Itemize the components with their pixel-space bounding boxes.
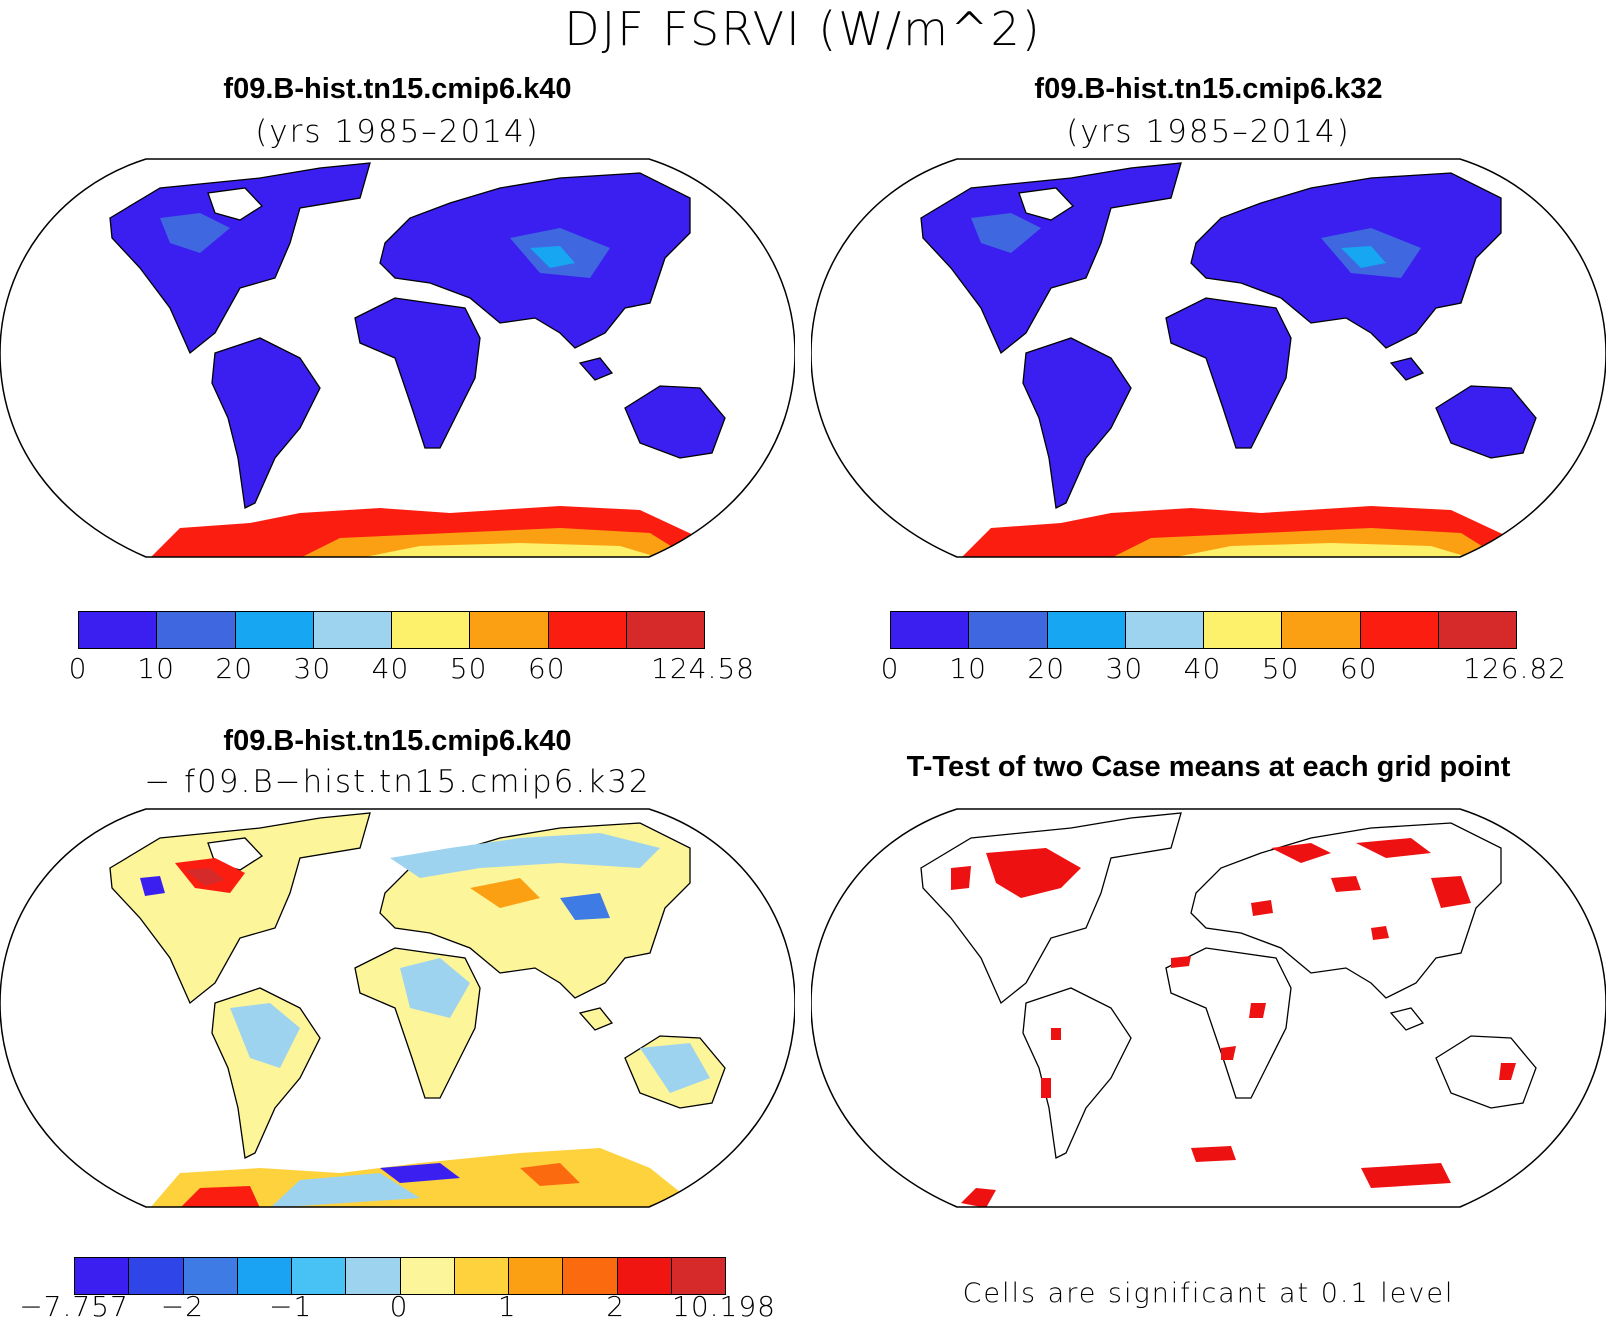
panel1-title: f09.B-hist.tn15.cmip6.k40 (223, 73, 572, 105)
colorbar-tick-label: 1 (497, 1290, 517, 1323)
panel1-colorbar (78, 611, 705, 649)
colorbar-tick-label: −1 (269, 1290, 313, 1323)
panel2-title: f09.B-hist.tn15.cmip6.k32 (1034, 73, 1383, 105)
panel1-subtitle: (yrs 1985–2014) (255, 114, 540, 150)
panel2-map (811, 158, 1606, 558)
colorbar-segment-11 (671, 1258, 725, 1294)
colorbar-tick-label: 0 (389, 1290, 409, 1323)
colorbar-segment-3 (237, 1258, 292, 1294)
colorbar-segment-7 (626, 612, 704, 648)
colorbar-segment-6 (548, 612, 627, 648)
colorbar-tick-label: 126.82 (1463, 652, 1567, 685)
colorbar-segment-7 (454, 1258, 509, 1294)
colorbar-tick-label: 50 (449, 652, 488, 685)
panel3-map (0, 808, 795, 1208)
colorbar-segment-5 (1282, 612, 1361, 648)
panel2-colorbar (890, 611, 1517, 649)
colorbar-segment-6 (400, 1258, 455, 1294)
panel2-colorbar-labels: 0 10 20 30 40 50 60 126.82 (881, 652, 1566, 688)
colorbar-segment-1 (157, 612, 236, 648)
panel4-map (811, 808, 1606, 1208)
colorbar-segment-0 (75, 1258, 130, 1294)
colorbar-segment-1 (969, 612, 1048, 648)
colorbar-segment-5 (346, 1258, 401, 1294)
panel3-subtitle: − f09.B−hist.tn15.cmip6.k32 (144, 764, 651, 800)
colorbar-tick-label: 10 (949, 652, 987, 685)
significance-note: Cells are significant at 0.1 level (962, 1278, 1455, 1309)
panel2-subtitle: (yrs 1985–2014) (1066, 114, 1351, 150)
colorbar-tick-label: −2 (160, 1290, 204, 1323)
colorbar-segment-4 (392, 612, 471, 648)
colorbar-tick-label: 60 (527, 652, 566, 685)
colorbar-tick-label: 20 (1027, 652, 1066, 685)
map-boundary (811, 808, 1606, 1208)
colorbar-segment-2 (1047, 612, 1126, 648)
high-value-patches (150, 213, 700, 557)
panel3-title: f09.B-hist.tn15.cmip6.k40 (223, 725, 572, 757)
colorbar-segment-8 (509, 1258, 564, 1294)
colorbar-segment-4 (292, 1258, 347, 1294)
colorbar-tick-label: 40 (371, 652, 410, 685)
colorbar-segment-9 (563, 1258, 618, 1294)
colorbar-segment-7 (1438, 612, 1516, 648)
colorbar-tick-label: 0 (68, 652, 88, 685)
colorbar-segment-1 (129, 1258, 184, 1294)
colorbar-segment-4 (1204, 612, 1283, 648)
colorbar-tick-label: 124.58 (651, 652, 755, 685)
colorbar-segment-2 (183, 1258, 238, 1294)
colorbar-tick-label: 30 (293, 652, 332, 685)
colorbar-tick-label: 50 (1261, 652, 1300, 685)
colorbar-segment-6 (1360, 612, 1439, 648)
colorbar-segment-5 (470, 612, 549, 648)
colorbar-segment-0 (79, 612, 158, 648)
panel3-colorbar-labels: −7.757 −2 −1 0 1 2 10.198 (19, 1290, 775, 1326)
colorbar-segment-10 (617, 1258, 672, 1294)
panel4-title: T-Test of two Case means at each grid po… (906, 751, 1511, 783)
colorbar-tick-label: 10 (137, 652, 175, 685)
land-outline (920, 812, 1537, 1159)
colorbar-tick-label: 10.198 (672, 1290, 776, 1323)
panel3-colorbar (74, 1257, 726, 1295)
colorbar-tick-label: 0 (880, 652, 900, 685)
colorbar-tick-label: −7.757 (19, 1290, 129, 1323)
map-boundary (0, 158, 795, 558)
figure-title: DJF FSRVI (W/m^2) (564, 2, 1042, 56)
panel1-map (0, 158, 795, 558)
high-value-patches (961, 213, 1511, 557)
colorbar-tick-label: 2 (606, 1290, 626, 1323)
map-boundary (0, 808, 795, 1208)
colorbar-segment-0 (891, 612, 970, 648)
panel1-colorbar-labels: 0 10 20 30 40 50 60 124.58 (69, 652, 754, 688)
colorbar-tick-label: 30 (1105, 652, 1144, 685)
colorbar-segment-3 (313, 612, 392, 648)
colorbar-tick-label: 40 (1183, 652, 1222, 685)
colorbar-tick-label: 20 (215, 652, 254, 685)
colorbar-segment-2 (235, 612, 314, 648)
colorbar-tick-label: 60 (1339, 652, 1378, 685)
significant-cells (951, 838, 1516, 1207)
colorbar-segment-3 (1125, 612, 1204, 648)
map-boundary (811, 158, 1606, 558)
difference-patches (140, 833, 710, 1207)
